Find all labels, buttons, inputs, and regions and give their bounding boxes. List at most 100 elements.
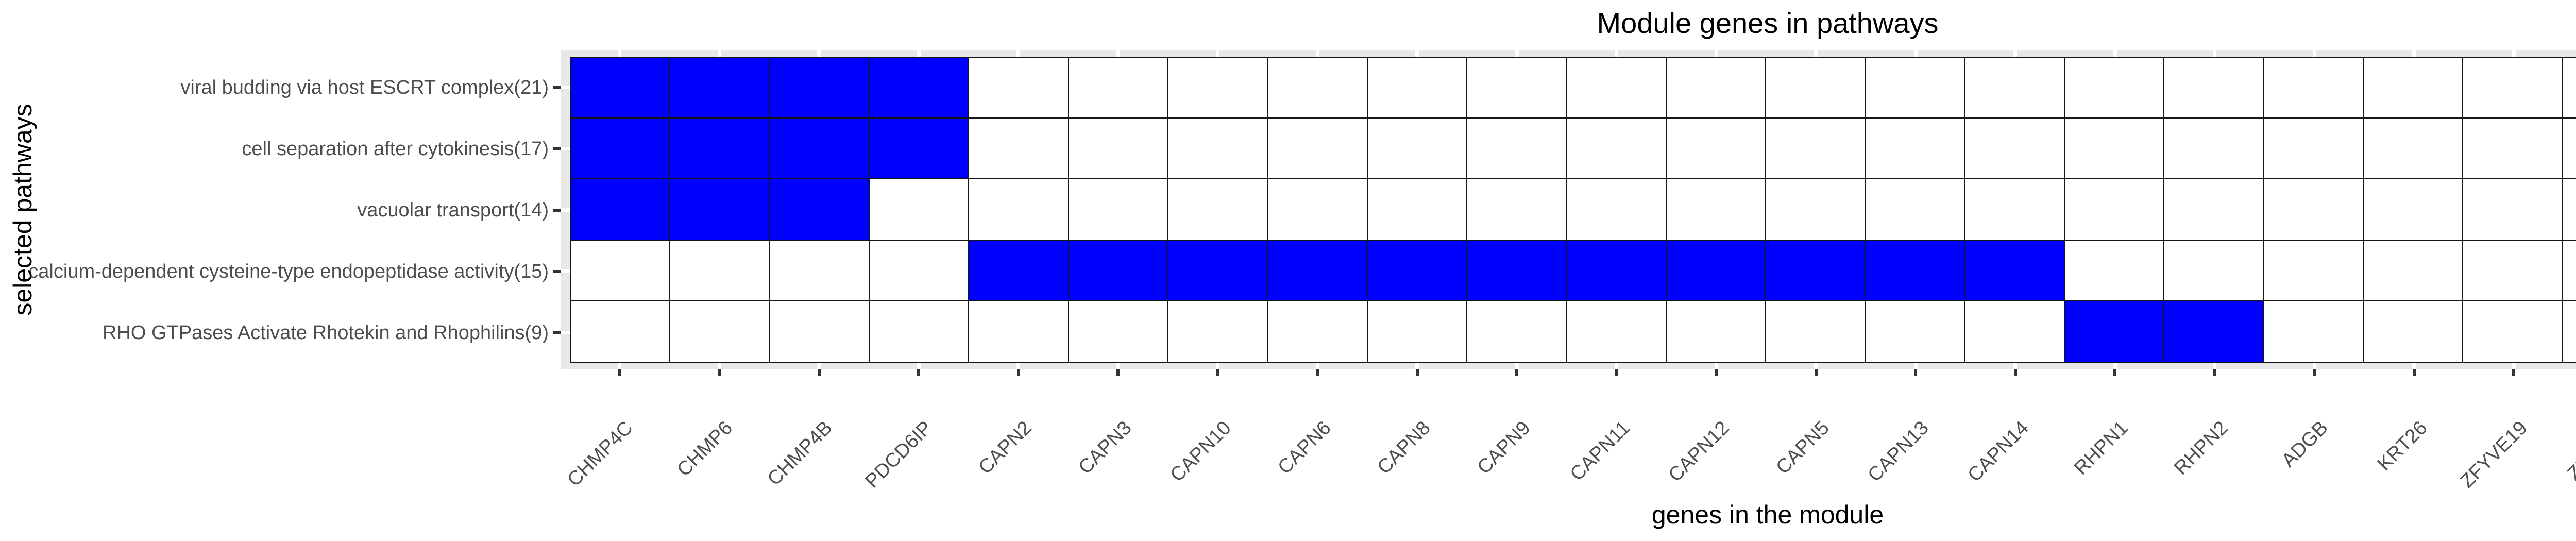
heatmap-cell	[1168, 58, 1268, 119]
x-axis-tick	[1116, 369, 1120, 376]
plot-panel	[561, 50, 2576, 369]
x-tick-label: RHPN2	[2170, 417, 2232, 480]
heatmap-cell	[2563, 179, 2576, 241]
x-axis-tick	[1016, 369, 1020, 376]
heatmap-cell	[1766, 301, 1866, 362]
x-tick-label: CAPN3	[1074, 417, 1136, 479]
x-tick-label: CAPN9	[1472, 417, 1535, 479]
x-axis-tick	[2313, 369, 2316, 376]
heatmap-cell	[869, 58, 970, 119]
heatmap-cell	[2463, 179, 2563, 241]
y-axis-tick	[553, 147, 561, 150]
x-tick-label: ADGB	[2277, 417, 2332, 472]
heatmap-cell	[1467, 119, 1567, 180]
heatmap-cell	[2363, 240, 2464, 301]
y-tick-label: viral budding via host ESCRT complex(21)	[180, 76, 549, 98]
heatmap-cell	[2064, 301, 2165, 362]
heatmap-cell	[2563, 119, 2576, 180]
heatmap-cell	[869, 179, 970, 241]
x-axis-tick	[2213, 369, 2216, 376]
heatmap-cell	[869, 119, 970, 180]
heatmap-cell	[770, 301, 870, 362]
heatmap-cell	[1965, 58, 2065, 119]
x-tick-label: CHMP6	[673, 417, 737, 481]
x-axis-tick	[2412, 369, 2416, 376]
x-axis-tick	[1615, 369, 1618, 376]
heatmap-cell	[2164, 301, 2264, 362]
heatmap-cell	[571, 240, 671, 301]
heatmap-cell	[1567, 179, 1667, 241]
x-tick-label: CAPN13	[1864, 417, 1934, 486]
x-axis-tick	[2512, 369, 2516, 376]
heatmap-cell	[670, 301, 770, 362]
y-axis-tick	[553, 269, 561, 273]
y-axis-title: selected pathways	[8, 104, 37, 316]
heatmap-cell	[1168, 179, 1268, 241]
heatmap-cell	[2264, 179, 2364, 241]
heatmap-cell	[2363, 119, 2464, 180]
x-axis-tick	[618, 369, 621, 376]
x-tick-label: KRT26	[2373, 417, 2432, 476]
heatmap-cell	[2264, 58, 2364, 119]
heatmap-cell	[1567, 240, 1667, 301]
heatmap-cell	[1268, 240, 1368, 301]
heatmap-cell	[2563, 240, 2576, 301]
heatmap-cell	[1268, 301, 1368, 362]
heatmap-cell	[571, 119, 671, 180]
heatmap-cell	[1268, 179, 1368, 241]
x-axis-tick	[1316, 369, 1319, 376]
heatmap-cell	[2363, 179, 2464, 241]
y-axis-tick	[553, 208, 561, 212]
heatmap-cell	[1467, 58, 1567, 119]
heatmap-cell	[2563, 301, 2576, 362]
x-tick-label: PDCD6IP	[861, 417, 937, 493]
heatmap-cell	[670, 179, 770, 241]
heatmap-cell	[571, 301, 671, 362]
heatmap-cell	[1866, 58, 1965, 119]
x-tick-label: RHPN1	[2070, 417, 2133, 480]
heatmap-cell	[770, 240, 870, 301]
heatmap-tile-grid	[570, 57, 2576, 363]
heatmap-cell	[670, 58, 770, 119]
heatmap-cell	[1268, 58, 1368, 119]
y-tick-label: RHO GTPases Activate Rhotekin and Rhophi…	[103, 322, 549, 344]
x-axis-title: genes in the module	[1651, 500, 1884, 529]
heatmap-cell	[1567, 119, 1667, 180]
heatmap-cell	[2463, 301, 2563, 362]
y-tick-label: calcium-dependent cysteine-type endopept…	[28, 260, 549, 282]
heatmap-cell	[1666, 58, 1766, 119]
heatmap-cell	[869, 240, 970, 301]
x-tick-label: CAPN11	[1566, 417, 1634, 485]
x-axis-tick	[1814, 369, 1818, 376]
heatmap-cell	[2264, 119, 2364, 180]
heatmap-cell	[969, 119, 1069, 180]
heatmap-cell	[2363, 301, 2464, 362]
y-axis-tick	[553, 86, 561, 89]
heatmap-cell	[969, 301, 1069, 362]
heatmap-cell	[1866, 240, 1965, 301]
heatmap-cell	[2563, 58, 2576, 119]
heatmap-cell	[2164, 58, 2264, 119]
heatmap-cell	[770, 119, 870, 180]
heatmap-cell	[1069, 119, 1168, 180]
heatmap-cell	[1866, 179, 1965, 241]
heatmap-cell	[2164, 240, 2264, 301]
heatmap-cell	[969, 179, 1069, 241]
x-tick-label: CAPN5	[1772, 417, 1834, 479]
x-tick-label: CHMP4C	[563, 417, 637, 491]
heatmap-cell	[1367, 119, 1467, 180]
heatmap-cell	[1467, 301, 1567, 362]
heatmap-cell	[770, 179, 870, 241]
x-axis-tick	[718, 369, 721, 376]
heatmap-cell	[1666, 301, 1766, 362]
y-tick-label: vacuolar transport(14)	[357, 199, 549, 221]
heatmap-cell	[1069, 58, 1168, 119]
heatmap-cell	[1766, 119, 1866, 180]
heatmap-cell	[969, 58, 1069, 119]
heatmap-cell	[1367, 179, 1467, 241]
plot-title: Module genes in pathways	[1597, 7, 1939, 39]
heatmap-cell	[1666, 119, 1766, 180]
y-axis-tick	[553, 331, 561, 334]
heatmap-cell	[1866, 119, 1965, 180]
